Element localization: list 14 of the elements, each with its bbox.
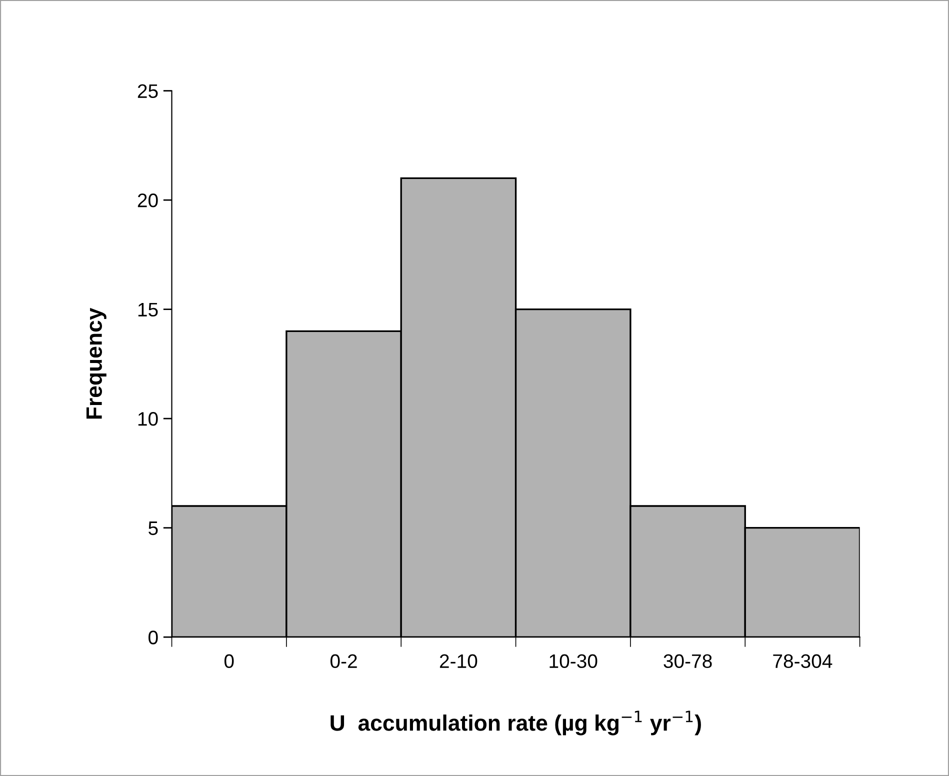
x-tick-label: 30-78	[664, 654, 712, 668]
x-tick-label: 0	[224, 654, 234, 668]
y-axis-title: Frequency	[86, 308, 106, 419]
y-tick-label: 15	[138, 302, 158, 317]
x-tick-label: 10-30	[550, 654, 598, 668]
y-tick-label: 20	[138, 194, 158, 208]
y-tick-label: 10	[138, 412, 158, 426]
y-tick-label: 25	[138, 84, 158, 98]
x-tick-label: 2-10	[440, 654, 478, 668]
x-tick-label: 0-2	[330, 654, 357, 668]
x-axis-title: U accumulation rate (µg kg$^{−1}$ yr$^{−1}$)	[330, 710, 701, 736]
y-tick-label: 5	[148, 522, 158, 536]
x-tick-label: 78-304	[773, 654, 832, 668]
y-tick-label: 0	[148, 630, 158, 644]
